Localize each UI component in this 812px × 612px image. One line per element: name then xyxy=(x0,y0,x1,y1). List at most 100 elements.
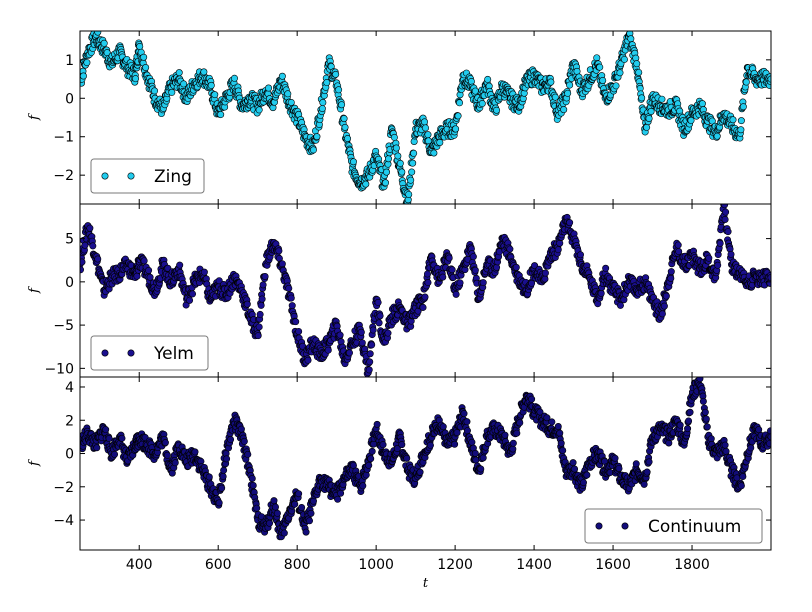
data-point xyxy=(564,89,572,97)
data-point xyxy=(200,268,208,276)
data-point xyxy=(345,349,353,357)
legend: Yelm xyxy=(90,335,209,371)
data-point xyxy=(556,239,564,247)
data-point xyxy=(419,303,427,311)
data-point xyxy=(393,445,401,453)
data-point xyxy=(298,503,306,511)
data-point xyxy=(369,326,377,334)
data-point xyxy=(633,60,641,68)
data-point xyxy=(278,260,286,268)
data-point xyxy=(94,31,102,36)
data-point xyxy=(755,426,763,434)
data-point xyxy=(93,444,101,452)
data-point xyxy=(713,132,721,140)
data-point xyxy=(324,346,332,354)
data-point xyxy=(375,319,383,327)
data-point xyxy=(136,42,144,50)
data-point xyxy=(368,341,376,349)
data-point xyxy=(349,158,357,166)
data-point xyxy=(566,219,574,227)
x-tick-label: 1600 xyxy=(595,557,631,573)
data-point xyxy=(484,75,492,83)
data-point xyxy=(554,422,562,430)
y-tick-label: −2 xyxy=(53,480,74,496)
data-point xyxy=(334,495,342,503)
data-point xyxy=(454,112,462,120)
data-point xyxy=(456,99,464,107)
data-point xyxy=(716,239,724,247)
data-point xyxy=(559,446,567,454)
data-point xyxy=(292,318,300,326)
data-point xyxy=(445,254,453,262)
data-point xyxy=(426,441,434,449)
data-point xyxy=(512,263,520,271)
data-point xyxy=(638,94,646,102)
data-point xyxy=(405,190,413,198)
data-point xyxy=(737,126,745,134)
data-point xyxy=(647,107,655,115)
data-point xyxy=(468,438,476,446)
data-point xyxy=(421,293,429,301)
data-point xyxy=(699,397,707,405)
data-point xyxy=(230,74,238,82)
legend-marker xyxy=(127,349,135,357)
data-point xyxy=(724,228,732,236)
y-axis-label: f xyxy=(27,286,42,294)
data-point xyxy=(200,68,208,76)
data-point xyxy=(384,155,392,163)
data-point xyxy=(227,436,235,444)
data-point xyxy=(579,479,587,487)
data-point xyxy=(175,69,183,77)
y-axis-label: f xyxy=(27,113,42,121)
data-point xyxy=(452,125,460,133)
data-point xyxy=(410,149,418,157)
data-point xyxy=(171,459,179,467)
data-point xyxy=(416,468,424,476)
data-point xyxy=(729,116,737,124)
data-point xyxy=(611,454,619,462)
data-point xyxy=(714,261,722,269)
data-point xyxy=(674,241,682,249)
data-point xyxy=(211,91,219,99)
data-point xyxy=(338,101,346,109)
data-point xyxy=(390,133,398,141)
data-point xyxy=(424,131,432,139)
data-point xyxy=(612,82,620,90)
data-point xyxy=(243,300,251,308)
x-tick-label: 600 xyxy=(205,557,232,573)
panel-3: −4 −2 0 2 4 400 600 800 1000 1200 1400 1600 1800 f t Co… xyxy=(27,376,772,591)
data-point xyxy=(528,395,536,403)
data-point xyxy=(295,327,303,335)
data-point xyxy=(576,251,584,259)
data-point xyxy=(547,78,555,86)
data-point xyxy=(340,115,348,123)
data-point xyxy=(319,99,327,107)
data-point xyxy=(271,503,279,511)
x-tick-label: 1000 xyxy=(358,557,394,573)
data-point xyxy=(337,489,345,497)
data-point xyxy=(701,408,709,416)
y-tick-label: −10 xyxy=(44,361,74,377)
legend-label: Continuum xyxy=(648,517,741,537)
data-point xyxy=(358,339,366,347)
data-point xyxy=(336,331,344,339)
data-point xyxy=(240,437,248,445)
data-point xyxy=(721,441,729,449)
data-point xyxy=(396,159,404,167)
data-point xyxy=(288,302,296,310)
data-point xyxy=(583,471,591,479)
y-tick-label: 0 xyxy=(65,447,74,463)
data-point xyxy=(145,266,153,274)
data-point xyxy=(189,290,197,298)
data-point xyxy=(627,35,635,43)
legend-marker xyxy=(127,172,135,180)
data-point xyxy=(304,356,312,364)
data-point xyxy=(478,100,486,108)
data-point xyxy=(259,281,267,289)
data-point xyxy=(359,482,367,490)
data-point xyxy=(215,277,223,285)
y-tick-label: −1 xyxy=(53,130,74,146)
data-point xyxy=(218,484,226,492)
data-point xyxy=(284,90,292,98)
data-point xyxy=(640,480,648,488)
